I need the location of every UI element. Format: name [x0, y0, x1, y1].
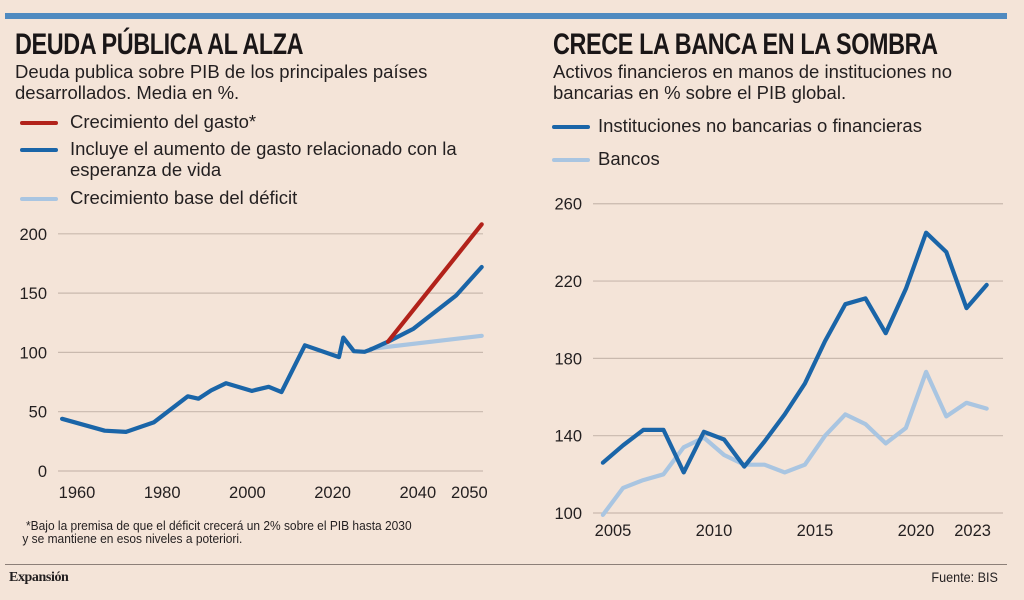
x-tick-label: 2015 [797, 522, 834, 540]
legend-item-no-bancarias: Instituciones no bancarias o financieras [552, 115, 922, 136]
y-tick-label: 200 [19, 226, 47, 244]
x-tick-label: 2020 [314, 484, 351, 502]
legend-swatch-light-blue [552, 158, 590, 162]
left-footnote: *Bajo la premisa de que el déficit crece… [22, 518, 412, 545]
legend-item-deficit-base: Crecimiento base del déficit [20, 187, 457, 208]
left-chart-plot: 0 50 100 150 200 1960 1980 2000 2020 2040 2050 [19, 222, 488, 502]
legend-item-esperanza-vida: Incluye el aumento de gasto relacionado … [20, 138, 457, 180]
right-subtitle-line-2: bancarias en % sobre el PIB global. [553, 82, 847, 103]
y-tick-label: 100 [554, 505, 582, 523]
series-line-crecimiento-del-gasto [385, 222, 484, 344]
legend-label: esperanza de vida [70, 159, 222, 180]
left-subtitle-line-1: Deuda publica sobre PIB de los principal… [15, 61, 428, 82]
legend-label: Bancos [598, 148, 660, 169]
series-line-instituciones-no-bancarias-o-financieras [600, 230, 989, 475]
legend-label: Crecimiento del gasto* [70, 111, 257, 132]
right-legend: Instituciones no bancarias o financieras… [552, 115, 922, 169]
footnote-line-1: *Bajo la premisa de que el déficit crece… [26, 518, 412, 533]
left-legend: Crecimiento del gasto* Incluye el aument… [20, 111, 457, 208]
footer-divider [5, 564, 1007, 565]
legend-swatch-red [20, 121, 58, 125]
right-chart-subtitle: Activos financieros en manos de instituc… [553, 61, 952, 103]
top-accent-bar [5, 13, 1007, 19]
footnote-line-2: y se mantiene en esos niveles a poterior… [22, 531, 243, 546]
x-tick-label: 2005 [595, 522, 632, 540]
left-chart-title: DEUDA PÚBLICA AL ALZA [15, 28, 304, 61]
legend-label: Instituciones no bancarias o financieras [598, 115, 922, 136]
right-chart-title: CRECE LA BANCA EN LA SOMBRA [553, 28, 938, 61]
legend-item-bancos: Bancos [552, 148, 922, 169]
left-subtitle-line-2: desarrollados. Media en %. [15, 82, 240, 103]
x-tick-label: 2010 [696, 522, 733, 540]
legend-swatch-dark-blue [552, 125, 590, 129]
y-tick-label: 260 [554, 196, 582, 214]
series-line-incluye-el-aumento-de-gasto-relacionado-con-la-esperanza-de-vida [368, 264, 484, 352]
x-tick-label: 1980 [144, 484, 181, 502]
y-tick-label: 100 [19, 344, 47, 362]
x-tick-label: 2023 [954, 522, 991, 540]
legend-label: Crecimiento base del déficit [70, 187, 298, 208]
x-tick-label: 2050 [451, 484, 488, 502]
legend-item-gasto: Crecimiento del gasto* [20, 111, 457, 132]
series-line-bancos [600, 369, 989, 518]
source-credit: Fuente: BIS [931, 569, 998, 585]
series-line-histórico [59, 335, 373, 434]
x-tick-label: 2040 [399, 484, 436, 502]
y-tick-label: 180 [554, 350, 582, 368]
left-chart-subtitle: Deuda publica sobre PIB de los principal… [15, 61, 427, 103]
brand-logo: Expansión [9, 570, 69, 585]
y-tick-label: 150 [19, 285, 47, 303]
y-tick-label: 50 [29, 404, 47, 422]
legend-label: Incluye el aumento de gasto relacionado … [70, 138, 457, 159]
legend-swatch-dark-blue [20, 148, 58, 152]
legend-swatch-light-blue [20, 197, 58, 201]
y-tick-label: 220 [554, 273, 582, 291]
y-tick-label: 0 [38, 463, 47, 481]
right-chart-plot: 100 140 180 220 260 2005 2010 2015 2020 2023 [554, 196, 1003, 540]
x-tick-label: 2000 [229, 484, 266, 502]
x-tick-label: 1960 [59, 484, 96, 502]
y-tick-label: 140 [554, 428, 582, 446]
x-tick-label: 2020 [898, 522, 935, 540]
series-line-crecimiento-base-del-déficit [368, 333, 484, 351]
right-subtitle-line-1: Activos financieros en manos de instituc… [553, 61, 952, 82]
